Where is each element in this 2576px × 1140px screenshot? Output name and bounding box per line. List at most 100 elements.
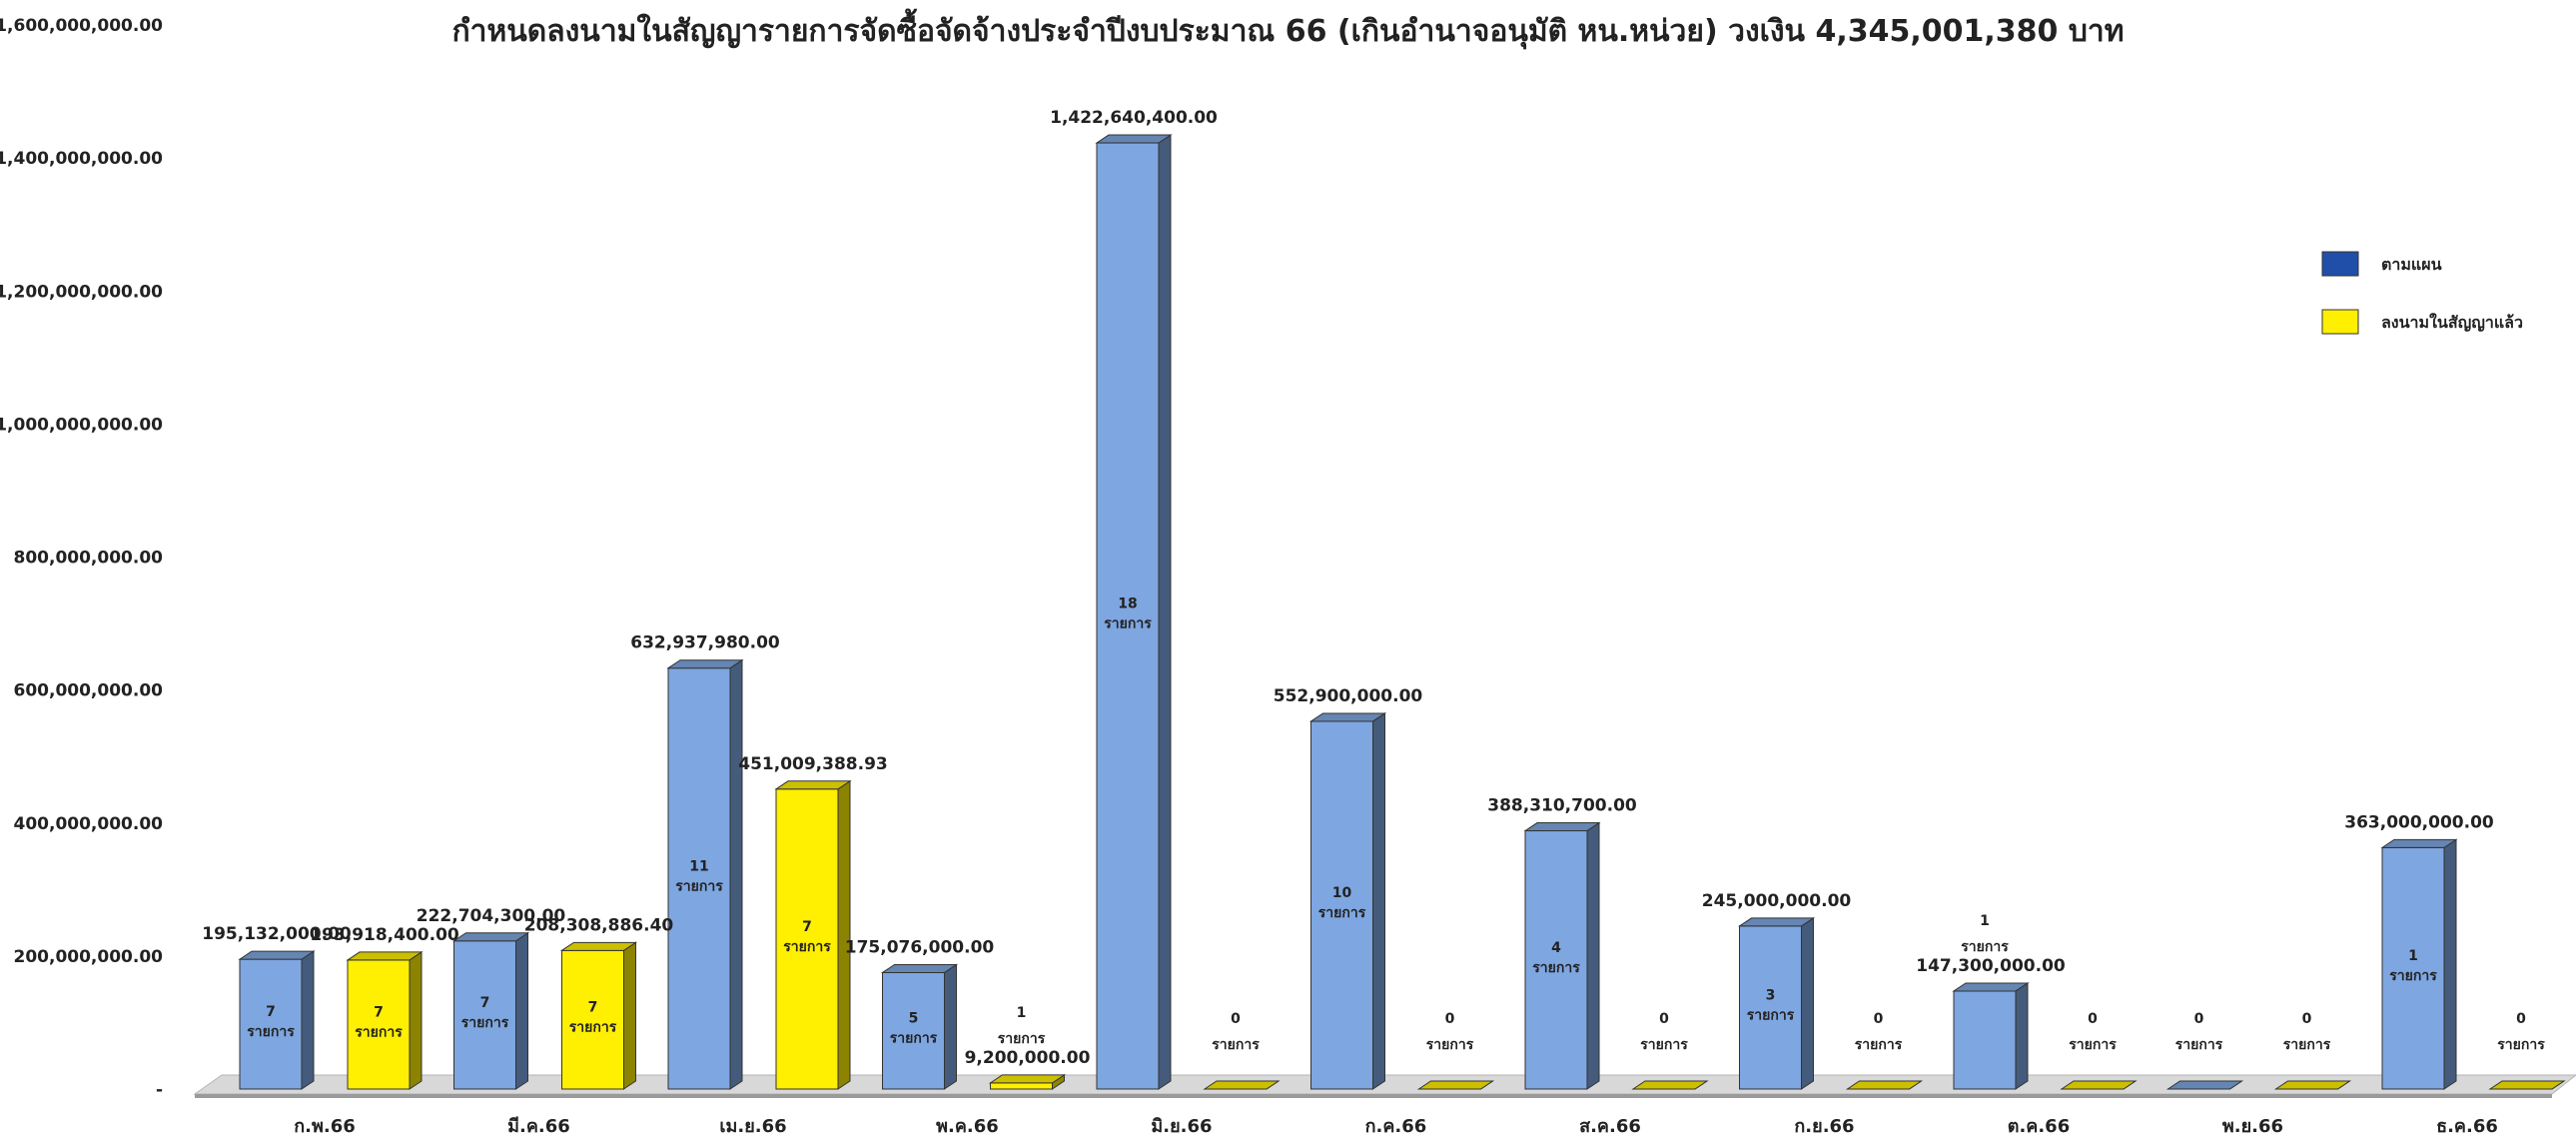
signed-bar — [1416, 1080, 1495, 1090]
bar-side — [1586, 821, 1600, 1090]
bar-top — [1308, 712, 1387, 722]
item-count-unit: รายการ — [2497, 1037, 2545, 1053]
x-tick-label: ต.ค.66 — [2008, 1116, 2070, 1137]
item-count: 0 — [2302, 1011, 2312, 1027]
y-tick-label: 400,000,000.00 — [14, 814, 164, 834]
bar-side — [1801, 916, 1814, 1090]
value-label: 363,000,000.00 — [2344, 812, 2494, 832]
item-count: 11 — [689, 858, 708, 874]
item-count: 3 — [1766, 987, 1776, 1003]
signed-bar — [559, 941, 638, 1090]
signed-bar — [988, 1073, 1067, 1090]
bar-top — [774, 780, 852, 790]
value-label: 147,300,000.00 — [1916, 956, 2066, 976]
bar-top — [1203, 1080, 1281, 1090]
plan-bar — [2165, 1080, 2244, 1090]
item-count: 0 — [1231, 1011, 1241, 1027]
x-tick-label: เม.ย.66 — [719, 1116, 786, 1137]
item-count: 1 — [1980, 913, 1990, 929]
item-count-unit: รายการ — [569, 1020, 617, 1036]
x-tick-label: พ.ย.66 — [2222, 1116, 2283, 1137]
signed-bar — [1203, 1080, 1281, 1090]
bar-top — [1416, 1080, 1495, 1090]
plan-bar — [1952, 982, 2030, 1090]
item-count-unit: รายการ — [461, 1015, 509, 1031]
signed-bar — [774, 779, 852, 1090]
signed-bar — [346, 950, 424, 1090]
item-count-unit: รายการ — [783, 939, 831, 955]
chart-title: กำหนดลงนามในสัญญารายการจัดซื้อจัดจ้างประ… — [451, 14, 2125, 49]
value-labels: 195,132,000.00 7 รายการ 222,704,300.00 7 รายก… — [202, 108, 2545, 1068]
bar-front — [1310, 720, 1373, 1090]
bars — [238, 134, 2566, 1090]
item-count-unit: รายการ — [890, 1031, 938, 1047]
plan-bar — [666, 658, 744, 1090]
bar-front — [2381, 846, 2445, 1090]
bar-top — [1631, 1080, 1709, 1090]
signed-bar — [2060, 1080, 2138, 1090]
bar-top — [1523, 822, 1601, 832]
x-axis: ก.พ.66 มี.ค.66 เม.ย.66 พ.ค.66 มิ.ย.66 ก.ค.66 ส… — [294, 1116, 2498, 1137]
item-count: 0 — [2088, 1011, 2098, 1027]
item-count-unit: รายการ — [2069, 1037, 2117, 1053]
item-count-unit: รายการ — [1747, 1007, 1795, 1023]
bar-side — [515, 931, 528, 1090]
item-count: 0 — [2516, 1011, 2526, 1027]
bar-side — [301, 950, 315, 1090]
signed-bar — [2273, 1080, 2352, 1090]
bar-front — [1096, 142, 1160, 1090]
item-count-unit: รายการ — [1855, 1037, 1903, 1053]
bar-top — [1952, 982, 2030, 992]
signed-bar — [1631, 1080, 1709, 1090]
bar-top — [1845, 1080, 1924, 1090]
bar-top — [1095, 134, 1173, 144]
bar-top — [1737, 917, 1816, 927]
bar-side — [944, 963, 957, 1090]
value-label: 632,937,980.00 — [630, 633, 780, 653]
value-label: 222,704,300.00 — [417, 906, 566, 926]
chart-floor-edge — [195, 1094, 2552, 1098]
bar-top — [988, 1074, 1067, 1084]
signed-bar — [1845, 1080, 1924, 1090]
y-tick-label: 1,400,000,000.00 — [0, 149, 163, 169]
bar-top — [2380, 838, 2458, 848]
legend-label: ตามแผน — [2381, 255, 2442, 274]
x-tick-label: ก.ค.66 — [1365, 1116, 1427, 1137]
bar-top — [451, 932, 530, 942]
item-count-unit: รายการ — [2389, 968, 2437, 984]
item-count: 7 — [266, 1004, 276, 1020]
item-count-unit: รายการ — [1104, 616, 1152, 632]
value-label: 9,200,000.00 — [965, 1048, 1091, 1068]
item-count-unit: รายการ — [675, 878, 723, 894]
bar-front — [1739, 925, 1802, 1090]
value-label: 175,076,000.00 — [845, 937, 995, 957]
plan-bar — [1095, 134, 1173, 1090]
item-count: 1 — [1017, 1005, 1027, 1021]
item-count: 5 — [909, 1011, 919, 1027]
bar-side — [837, 779, 851, 1090]
bar-front — [990, 1082, 1053, 1090]
item-count: 7 — [802, 919, 812, 935]
y-tick-label: 800,000,000.00 — [14, 549, 164, 569]
plan-bar — [1737, 916, 1816, 1090]
item-count-unit: รายการ — [1640, 1037, 1688, 1053]
signed-bar — [2488, 1080, 2566, 1090]
item-count: 18 — [1118, 596, 1137, 612]
y-tick-label: 1,600,000,000.00 — [0, 16, 163, 36]
y-tick-label: 1,000,000,000.00 — [0, 415, 163, 435]
bar-front — [1953, 990, 2017, 1090]
value-label: 451,009,388.93 — [738, 754, 888, 774]
plan-bar — [1523, 821, 1601, 1090]
bar-top — [880, 963, 959, 973]
bar-side — [1158, 134, 1172, 1090]
value-label: 195,132,000.00 — [202, 924, 352, 944]
x-tick-label: ก.ย.66 — [1794, 1116, 1854, 1137]
plan-bar — [1308, 712, 1387, 1090]
bar-top — [238, 950, 316, 960]
bar-front — [561, 949, 624, 1090]
x-tick-label: พ.ค.66 — [936, 1116, 999, 1137]
bar-side — [2443, 838, 2457, 1090]
y-tick-label: 1,200,000,000.00 — [0, 282, 163, 302]
bar-top — [666, 659, 744, 669]
bar-top — [559, 941, 638, 951]
